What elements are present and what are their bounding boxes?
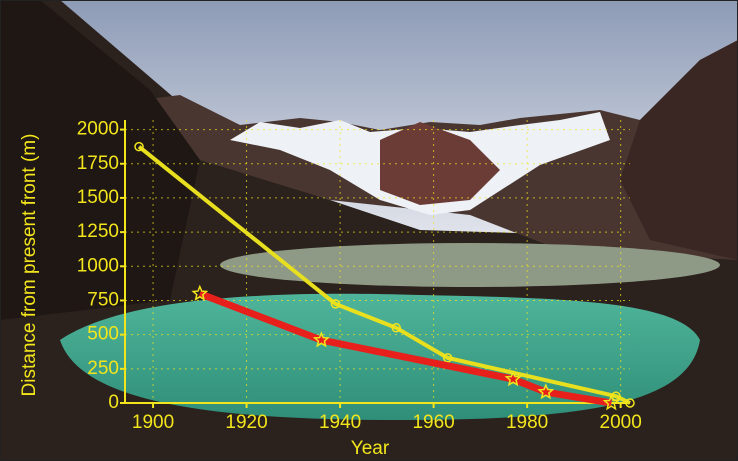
marker <box>504 370 522 387</box>
x-tick-label: 2000 <box>600 412 642 433</box>
y-tick-label: 0 <box>108 392 119 413</box>
marker <box>330 299 341 309</box>
x-tick-label: 1900 <box>132 412 174 433</box>
y-tick-label: 250 <box>87 358 119 379</box>
y-axis-label: Distance from present front (m) <box>19 134 40 397</box>
y-tick-label: 1000 <box>77 255 119 276</box>
series-line <box>137 145 631 405</box>
series-line <box>198 290 612 407</box>
x-tick-label: 1960 <box>412 412 454 433</box>
x-tick-label: 1980 <box>506 412 548 433</box>
y-tick-label: 1750 <box>77 153 119 174</box>
marker <box>602 394 620 411</box>
marker <box>537 383 555 400</box>
y-tick-label: 1250 <box>77 221 119 242</box>
marker <box>442 353 453 363</box>
x-tick-label: 1940 <box>319 412 361 433</box>
x-tick-label: 1920 <box>225 412 267 433</box>
marker <box>134 141 144 152</box>
x-axis-label: Year <box>351 438 390 459</box>
marker <box>391 323 401 333</box>
y-tick-label: 1500 <box>77 187 119 208</box>
marker <box>191 284 209 301</box>
y-tick-label: 750 <box>87 289 119 310</box>
marker <box>625 398 635 408</box>
y-tick-label: 2000 <box>77 119 119 140</box>
y-tick-label: 500 <box>87 324 119 345</box>
marker <box>312 331 330 348</box>
